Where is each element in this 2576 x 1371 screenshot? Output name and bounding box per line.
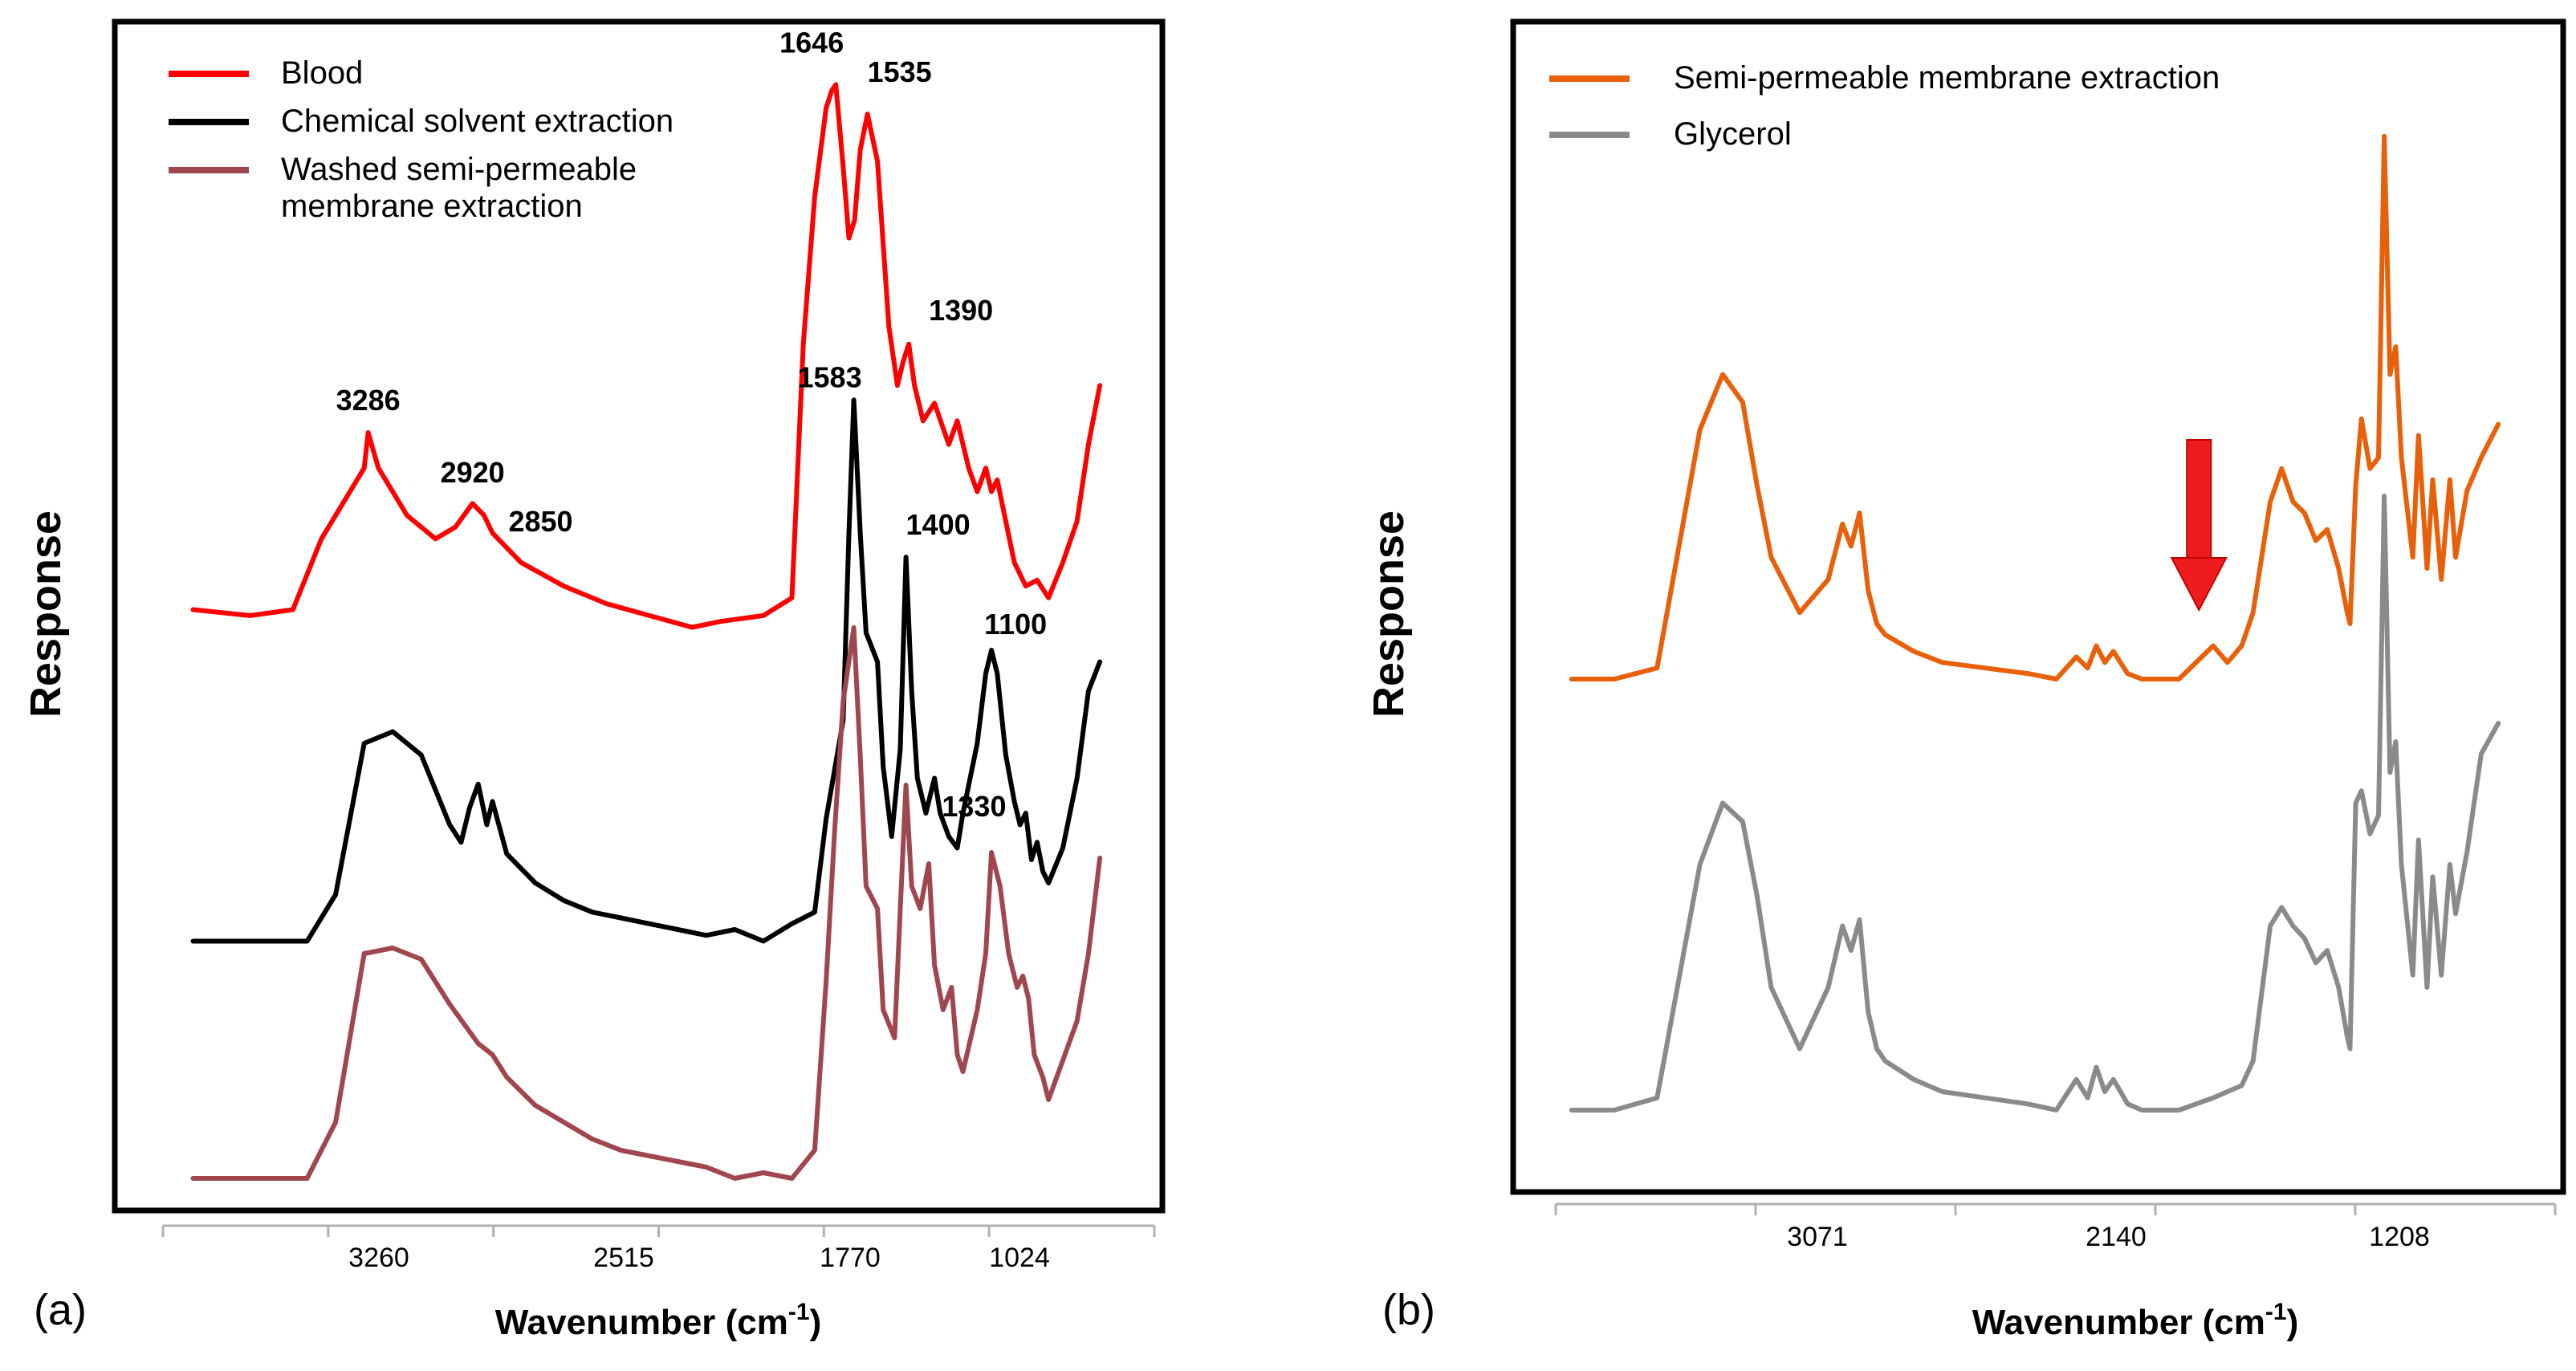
x-axis-title-sup: -1 <box>2265 1299 2287 1325</box>
legend-label: Chemical solvent extraction <box>281 104 674 139</box>
peak-label: 1583 <box>798 360 862 393</box>
peak-label: 1535 <box>868 55 932 88</box>
series-line-washed-semi-permeable-membrane-extraction <box>190 625 1103 1181</box>
series-line-chemical-solvent-extraction <box>190 397 1103 944</box>
x-tick-label: 1208 <box>2369 1222 2430 1252</box>
legend-label: Semi-permeable membrane extraction <box>1674 60 2220 96</box>
x-axis-title-end: ) <box>810 1303 822 1342</box>
arrow-marker <box>2170 439 2228 612</box>
arrow-shaft <box>2186 439 2212 561</box>
series-line-semi-permeable-membrane-extraction <box>1569 133 2501 681</box>
peak-label: 2920 <box>441 456 505 489</box>
series-line-glycerol <box>1569 494 2501 1113</box>
x-tick-label: 2140 <box>2086 1222 2147 1252</box>
legend-label: Washed semi-permeable <box>281 152 637 187</box>
x-axis-title-end: ) <box>2287 1303 2299 1342</box>
x-tick-label: 1770 <box>820 1243 881 1273</box>
x-axis-title-main: Wavenumber (cm <box>495 1303 788 1342</box>
x-tick-label: 3071 <box>1787 1222 1848 1252</box>
peak-label: 2850 <box>508 505 572 538</box>
panel-label: (b) <box>1382 1286 1435 1334</box>
legend-label: Glycerol <box>1674 116 1792 152</box>
x-tick-label: 3260 <box>348 1243 409 1273</box>
legend-label: Blood <box>281 55 363 91</box>
x-axis-title-sup: -1 <box>788 1299 810 1325</box>
panel-b: 3071 2140 1208 Semi-permeable membrane extr… <box>1365 18 2566 1342</box>
x-axis-title: Wavenumber (cm-1) <box>1972 1299 2298 1342</box>
y-axis-title: Response <box>22 511 70 718</box>
series-line-blood <box>190 82 1103 630</box>
plot-frame <box>1510 18 2566 1195</box>
arrow-head <box>2170 557 2228 612</box>
panel-label: (a) <box>34 1286 87 1334</box>
y-axis-title: Response <box>1365 511 1413 718</box>
x-tick-label: 1024 <box>989 1243 1050 1273</box>
x-tick-label: 2515 <box>593 1243 654 1273</box>
peak-label: 1390 <box>929 294 993 327</box>
peak-label: 1646 <box>779 26 844 59</box>
plot-frame <box>112 18 1166 1214</box>
legend-label: membrane extraction <box>281 189 583 224</box>
peak-label: 1330 <box>942 790 1006 823</box>
x-axis-title-main: Wavenumber (cm <box>1972 1303 2265 1342</box>
peak-label: 3286 <box>336 384 401 417</box>
peak-label: 1400 <box>906 508 971 541</box>
peak-label: 1100 <box>984 608 1047 641</box>
x-axis-title: Wavenumber (cm-1) <box>495 1299 821 1342</box>
